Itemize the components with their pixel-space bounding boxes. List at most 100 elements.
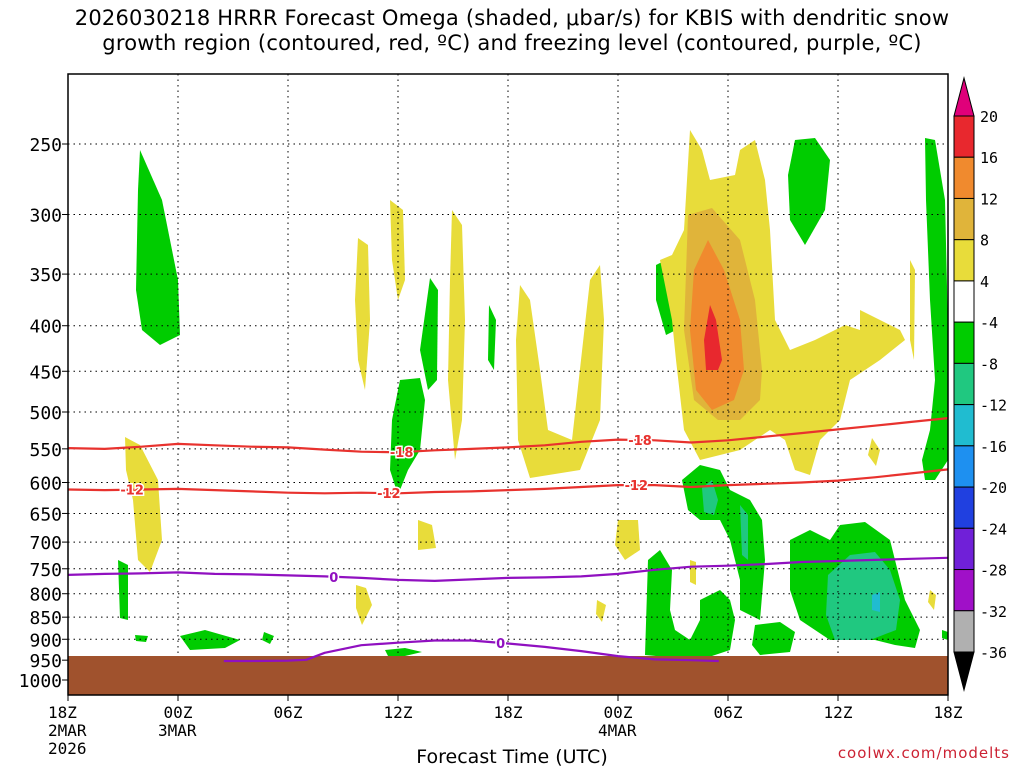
omega-blob-9 [420, 278, 438, 390]
omega-blob-33 [872, 592, 880, 612]
colorbar-box-1 [953, 115, 975, 158]
colorbar-top-triangle [953, 76, 975, 117]
contour-label-1-0: -18 [390, 446, 414, 461]
colorbar-box-9 [953, 445, 975, 488]
omega-shading [118, 130, 948, 660]
x-tick-label-42: 12Z [824, 703, 853, 722]
y-tick-label-700: 700 [29, 533, 62, 554]
title-line-1: 2026030218 HRRR Forecast Omega (shaded, … [74, 6, 950, 30]
contour-line-0 [67, 468, 949, 495]
y-tick-label-450: 450 [29, 362, 62, 383]
x-date-label-0: 2MAR [48, 721, 87, 740]
colorbar: 20 16 12 8 4 -4 -8 -12 -16 -20 -24 -28 -32 -36 [953, 76, 1007, 692]
x-tick-label-0: 18Z [48, 703, 77, 722]
title-line-2: growth region (contoured, red, ºC) and f… [102, 31, 922, 55]
y-tick-label-500: 500 [29, 403, 62, 424]
omega-blob-21 [704, 305, 722, 370]
omega-blob-24 [910, 260, 915, 360]
contour-label-3-0: 0 [496, 637, 505, 652]
colorbar-label-0: 20 [980, 108, 998, 126]
colorbar-label-9: -20 [980, 479, 1007, 497]
colorbar-box-8 [953, 404, 975, 447]
omega-blob-1 [125, 437, 162, 572]
x-tick-label-36: 06Z [714, 703, 743, 722]
omega-blob-4 [180, 630, 240, 650]
y-tick-label-850: 850 [29, 608, 62, 629]
omega-blob-2 [118, 560, 128, 620]
omega-blob-11 [488, 305, 496, 370]
colorbar-box-4 [953, 239, 975, 282]
y-tick-label-250: 250 [29, 135, 62, 156]
omega-blob-36 [928, 590, 936, 610]
contour-label-1-1: -18 [628, 434, 652, 449]
x-year-label-0: 2026 [48, 739, 87, 758]
omega-blob-10 [448, 210, 465, 460]
y-tick-label-650: 650 [29, 504, 62, 525]
y-tick-label-1000: 1000 [19, 671, 62, 692]
colorbar-label-11: -28 [980, 562, 1007, 580]
omega-blob-16 [596, 600, 606, 622]
colorbar-box-10 [953, 486, 975, 529]
colorbar-box-5 [953, 280, 975, 323]
colorbar-label-4: 4 [980, 273, 989, 291]
colorbar-bottom-triangle [953, 651, 975, 692]
omega-blob-28 [702, 480, 718, 515]
colorbar-label-8: -16 [980, 438, 1007, 456]
colorbar-box-11 [953, 527, 975, 571]
omega-blob-5 [262, 632, 274, 644]
omega-blob-3 [135, 635, 148, 642]
omega-blob-23 [922, 138, 948, 480]
x-axis-title: Forecast Time (UTC) [416, 746, 608, 768]
colorbar-label-13: -36 [980, 644, 1007, 662]
colorbar-label-10: -24 [980, 520, 1007, 538]
y-tick-label-900: 900 [29, 630, 62, 651]
omega-blob-12 [516, 265, 604, 478]
x-tick-label-24: 18Z [494, 703, 523, 722]
colorbar-box-6 [953, 321, 975, 364]
colorbar-box-12 [953, 569, 975, 612]
omega-blob-27 [682, 465, 765, 620]
omega-blob-34 [752, 622, 795, 655]
x-tick-label-6: 00Z [164, 703, 193, 722]
colorbar-label-1: 16 [980, 149, 998, 167]
colorbar-box-13 [953, 610, 975, 653]
contour-label-0-0: -12 [120, 484, 144, 499]
colorbar-label-6: -8 [980, 355, 998, 373]
contour-lines: -12 -12 -12 -18 -18 0 0 [67, 417, 949, 663]
y-tick-label-550: 550 [29, 440, 62, 461]
y-tick-label-600: 600 [29, 473, 62, 494]
y-tick-label-800: 800 [29, 585, 62, 606]
colorbar-label-2: 12 [980, 190, 998, 208]
omega-blob-25 [868, 438, 880, 466]
contour-line-2 [67, 556, 949, 583]
plot-frame [67, 73, 949, 696]
y-tick-label-750: 750 [29, 560, 62, 581]
colorbar-label-3: 8 [980, 232, 989, 250]
x-tick-label-12: 06Z [274, 703, 303, 722]
y-tick-label-300: 300 [29, 205, 62, 226]
omega-blob-37 [942, 630, 948, 640]
terrain-fill [68, 656, 948, 695]
contour-label-0-2: -12 [625, 479, 649, 494]
omega-blob-14 [356, 585, 372, 625]
omega-blob-35 [385, 648, 422, 656]
colorbar-box-7 [953, 362, 975, 406]
colorbar-label-7: -12 [980, 397, 1007, 415]
x-date-label-30: 4MAR [598, 721, 637, 740]
omega-blob-22 [788, 138, 830, 245]
omega-blob-0 [136, 150, 180, 345]
y-axis: 2503003504004505005506006507007508008509… [19, 135, 68, 692]
contour-label-2-0: 0 [329, 571, 338, 586]
contour-line-1 [67, 417, 949, 454]
x-tick-label-30: 00Z [604, 703, 633, 722]
omega-blob-20 [690, 240, 744, 410]
colorbar-box-3 [953, 197, 975, 241]
omega-blob-26 [645, 550, 735, 660]
omega-blob-32 [826, 552, 900, 640]
colorbar-label-12: -32 [980, 603, 1007, 621]
y-tick-label-350: 350 [29, 265, 62, 286]
y-tick-label-400: 400 [29, 317, 62, 338]
y-tick-label-950: 950 [29, 651, 62, 672]
